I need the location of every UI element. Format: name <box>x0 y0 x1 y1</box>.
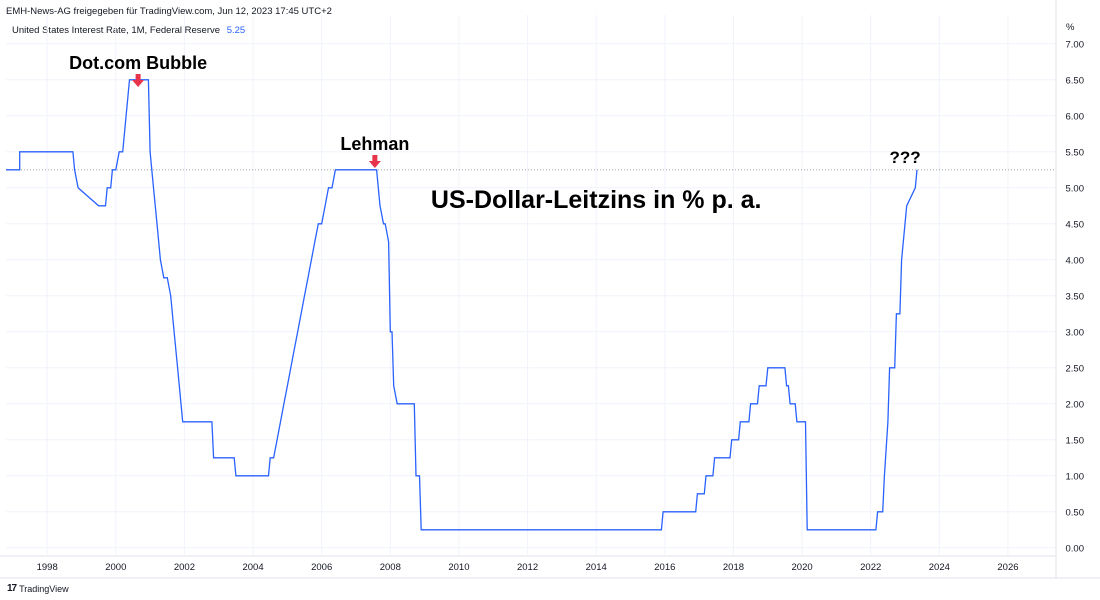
y-tick-label: 6.00 <box>1066 111 1085 122</box>
interest-rate-line[interactable] <box>6 79 918 531</box>
y-tick-label: 7.00 <box>1066 39 1085 50</box>
y-tick-label: 2.00 <box>1066 399 1085 410</box>
x-tick-label: 2006 <box>311 562 332 573</box>
x-tick-label: 2012 <box>517 562 538 573</box>
tradingview-logo-icon: 17 <box>7 583 17 594</box>
x-tick-label: 2024 <box>929 562 950 573</box>
chart-title: US-Dollar-Leitzins in % p. a. <box>430 186 762 214</box>
y-tick-label: 2.50 <box>1066 363 1085 374</box>
event-annotation-label: Dot.com Bubble <box>69 53 208 73</box>
red-down-arrow-icon <box>132 74 145 87</box>
x-tick-label: 2026 <box>997 562 1018 573</box>
x-tick-label: 2000 <box>105 562 126 573</box>
x-tick-label: 2014 <box>586 562 607 573</box>
x-tick-label: 2002 <box>174 562 195 573</box>
x-tick-label: 2016 <box>654 562 675 573</box>
y-tick-label: 0.00 <box>1066 543 1085 554</box>
y-tick-label: 4.50 <box>1066 219 1085 230</box>
event-annotation-label: Lehman <box>340 134 410 154</box>
tradingview-brand-label: TradingView <box>19 583 69 594</box>
x-tick-label: 2020 <box>792 562 813 573</box>
tradingview-branding[interactable]: 17 TradingView <box>7 583 69 594</box>
x-tick-label: 1998 <box>37 562 58 573</box>
y-axis-unit: % <box>1066 22 1075 33</box>
y-tick-label: 1.50 <box>1066 435 1085 446</box>
y-tick-label: 0.50 <box>1066 507 1085 518</box>
y-tick-label: 5.00 <box>1066 183 1085 194</box>
x-tick-label: 2008 <box>380 562 401 573</box>
y-tick-label: 3.50 <box>1066 291 1085 302</box>
y-tick-label: 3.00 <box>1066 327 1085 338</box>
red-down-arrow-icon <box>368 155 381 168</box>
x-tick-label: 2010 <box>448 562 469 573</box>
series-last-value: 5.25 <box>226 25 246 36</box>
event-annotation-label: ??? <box>889 148 921 167</box>
y-tick-label: 1.00 <box>1066 471 1085 482</box>
x-tick-label: 2022 <box>860 562 881 573</box>
y-tick-label: 5.50 <box>1066 147 1085 158</box>
chart-header-caption: EMH-News-AG freigegeben für TradingView.… <box>6 6 332 17</box>
x-tick-label: 2004 <box>242 562 263 573</box>
y-tick-label: 4.00 <box>1066 255 1085 266</box>
y-tick-label: 6.50 <box>1066 75 1085 86</box>
x-tick-label: 2018 <box>723 562 744 573</box>
